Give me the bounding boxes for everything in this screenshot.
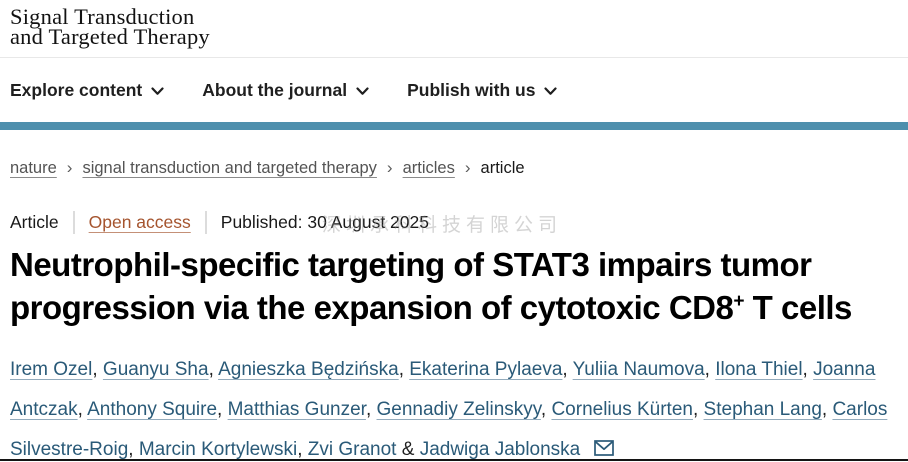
author-link[interactable]: Yuliia Naumova <box>572 359 705 380</box>
author-separator: , <box>92 359 103 380</box>
article-header: Article Open access Published: 30 August… <box>0 209 908 462</box>
nav-item-about-the-journal[interactable]: About the journal <box>202 80 369 101</box>
author-separator: , <box>365 399 377 420</box>
author-separator: , <box>128 439 139 460</box>
author-link[interactable]: Gennadiy Zelinskyy <box>376 399 541 420</box>
author-link[interactable]: Guanyu Sha <box>102 359 209 380</box>
author-link[interactable]: Joanna Antczak <box>10 359 876 420</box>
nav-item-explore-content[interactable]: Explore content <box>10 80 164 101</box>
author-link[interactable]: Carlos Silvestre-Roig <box>10 399 888 460</box>
published-date: Published: 30 August 2025 <box>220 211 429 232</box>
breadcrumb: nature › signal transduction and targete… <box>0 158 908 178</box>
article-title-line2: progression via the expansion of cytotox… <box>10 289 734 326</box>
author-separator: , <box>208 359 219 380</box>
chevron-down-icon <box>356 80 369 101</box>
chevron-down-icon <box>544 80 558 101</box>
author-separator: , <box>802 359 814 380</box>
author-separator: , <box>562 359 573 380</box>
author-link[interactable]: Ekaterina Pylaeva <box>409 359 563 380</box>
meta-divider <box>204 210 207 234</box>
journal-logo[interactable]: Signal Transduction and Targeted Therapy <box>10 4 210 49</box>
author-separator: , <box>692 399 704 420</box>
author-separator: , <box>217 399 228 420</box>
author-separator: , <box>77 399 88 420</box>
nav-item-label: Publish with us <box>407 79 536 100</box>
journal-logo-line2: and Targeted Therapy <box>10 24 210 49</box>
author-separator: , <box>821 399 833 420</box>
journal-logo-line1: Signal Transduction <box>10 4 195 29</box>
meta-divider <box>72 210 75 234</box>
title-superscript: + <box>733 291 745 312</box>
author-link[interactable]: Zvi Granot <box>307 439 397 460</box>
author-separator: , <box>540 399 552 420</box>
breadcrumb-link-articles[interactable]: articles <box>402 158 455 177</box>
breadcrumb-current-article: article <box>480 158 525 177</box>
journal-nav: Explore content About the journal Publis… <box>0 58 908 122</box>
breadcrumb-separator-icon: › <box>66 158 73 177</box>
author-link[interactable]: Cornelius Kürten <box>551 399 693 420</box>
author-link[interactable]: Agnieszka Będzińska <box>218 359 399 380</box>
bottom-crop-line <box>0 459 908 461</box>
nav-item-publish-with-us[interactable]: Publish with us <box>407 79 558 101</box>
breadcrumb-separator-icon: › <box>464 158 471 177</box>
chevron-down-icon <box>151 80 164 101</box>
nav-item-label: Explore content <box>10 79 143 100</box>
author-link[interactable]: Jadwiga Jablonska <box>419 439 581 460</box>
author-link[interactable]: Stephan Lang <box>703 399 822 420</box>
article-title-line2-end: T cells <box>744 289 853 326</box>
author-separator: , <box>398 359 410 380</box>
author-separator: , <box>297 439 308 460</box>
open-access-link[interactable]: Open access <box>88 211 191 232</box>
author-list: Irem Ozel, Guanyu Sha, Agnieszka Będzińs… <box>0 350 908 462</box>
author-link[interactable]: Matthias Gunzer <box>227 399 366 420</box>
nav-item-label: About the journal <box>202 79 348 100</box>
author-link[interactable]: Irem Ozel <box>10 359 93 380</box>
breadcrumb-link-nature[interactable]: nature <box>10 158 57 177</box>
accent-bar <box>0 122 908 130</box>
email-icon[interactable] <box>593 431 614 462</box>
author-link[interactable]: Marcin Kortylewski <box>138 439 298 460</box>
journal-masthead: Signal Transduction and Targeted Therapy <box>0 0 908 57</box>
article-type-label: Article <box>10 211 59 232</box>
breadcrumb-separator-icon: › <box>386 158 393 177</box>
author-link[interactable]: Anthony Squire <box>87 399 218 420</box>
article-title: Neutrophil-specific targeting of STAT3 i… <box>0 243 908 329</box>
author-link[interactable]: Ilona Thiel <box>715 359 803 380</box>
breadcrumb-link-journal[interactable]: signal transduction and targeted therapy <box>82 158 377 177</box>
article-title-line1: Neutrophil-specific targeting of STAT3 i… <box>10 246 812 283</box>
article-meta-row: Article Open access Published: 30 August… <box>0 209 908 236</box>
author-separator: & <box>396 439 420 460</box>
author-separator: , <box>704 359 716 380</box>
masthead-divider <box>0 57 908 58</box>
